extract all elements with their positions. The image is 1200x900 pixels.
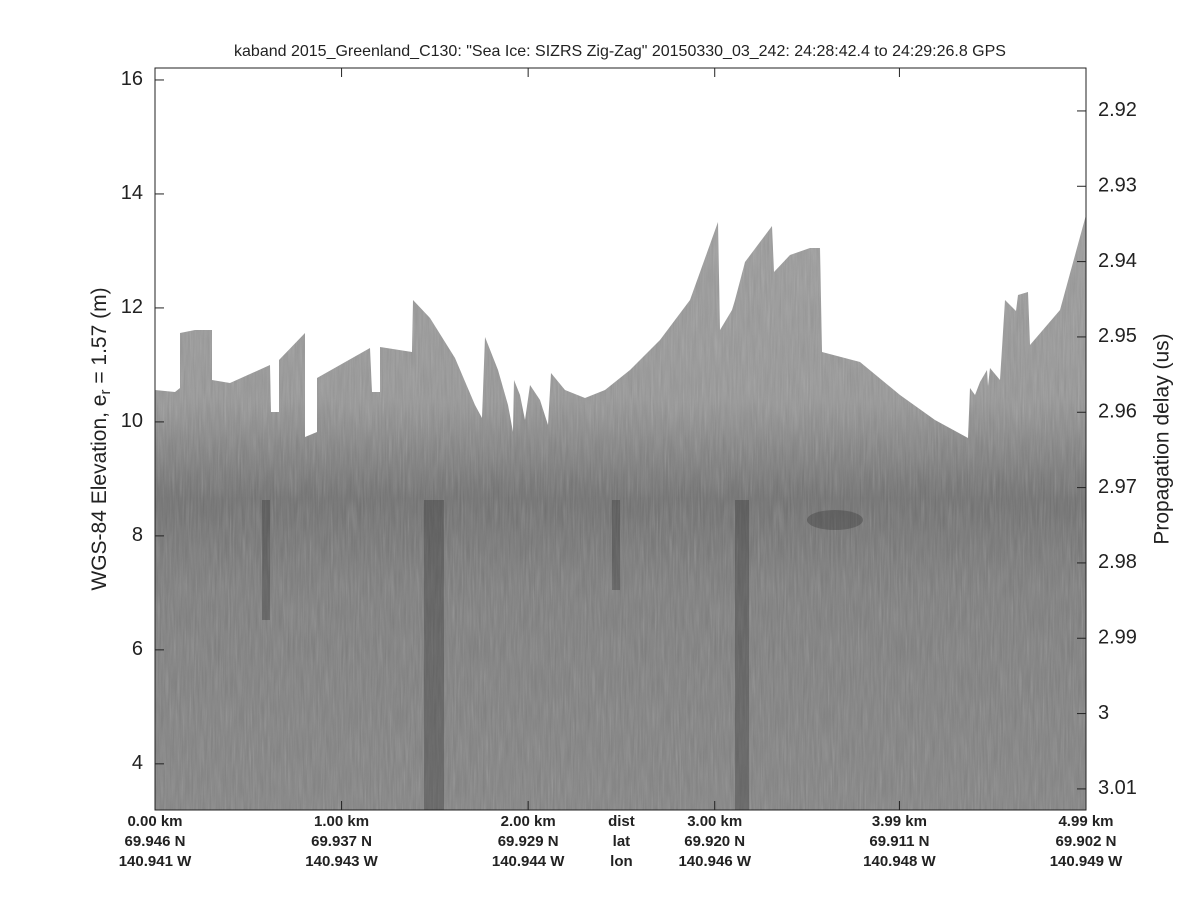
y2-tick-label: 2.99: [1098, 627, 1137, 649]
x-tick-label: 1.00 km: [314, 813, 369, 830]
x-tick-label: 3.00 km: [687, 813, 742, 830]
lat-label: 69.902 N: [1056, 833, 1117, 850]
lon-label: 140.949 W: [1050, 853, 1123, 870]
y2-axis-label: Propagation delay (us): [1151, 333, 1174, 544]
lat-label: 69.911 N: [869, 833, 929, 850]
x-tick-label: 0.00 km: [127, 813, 182, 830]
plot-frame: [154, 67, 1087, 811]
y-tick-label: 10: [121, 410, 143, 432]
lon-label: 140.941 W: [119, 853, 192, 870]
y2-tick-label: 2.98: [1098, 551, 1137, 573]
y-tick-label: 16: [121, 68, 143, 90]
row-label: dist: [608, 813, 635, 830]
y2-tick-label: 2.94: [1098, 250, 1137, 272]
y2-tick-label: 2.92: [1098, 99, 1137, 121]
y2-tick-label: 2.95: [1098, 325, 1137, 347]
y-label-subscript: r: [97, 390, 114, 395]
lon-label: 140.948 W: [863, 853, 936, 870]
y-tick-label: 14: [121, 182, 143, 204]
y-label-main: WGS-84 Elevation, e: [88, 395, 111, 591]
echogram-image: [155, 68, 1086, 810]
y-tick-label: 8: [132, 524, 143, 546]
y-tick-label: 6: [132, 638, 143, 660]
y-label-suffix: = 1.57 (m): [88, 287, 111, 389]
lon-label: 140.944 W: [492, 853, 565, 870]
lon-label: 140.946 W: [678, 853, 751, 870]
x-tick-label: 4.99 km: [1058, 813, 1113, 830]
chart-title: kaband 2015_Greenland_C130: "Sea Ice: SI…: [234, 43, 1006, 60]
x-tick-label: 2.00 km: [501, 813, 556, 830]
y-tick-label: 12: [121, 296, 143, 318]
y2-tick-label: 2.97: [1098, 476, 1137, 498]
row-label: lon: [610, 853, 633, 870]
lat-label: 69.920 N: [684, 833, 745, 850]
y2-tick-label: 3: [1098, 702, 1109, 724]
y2-tick-label: 3.01: [1098, 777, 1137, 799]
lat-label: 69.946 N: [125, 833, 186, 850]
row-label: lat: [613, 833, 631, 850]
lon-label: 140.943 W: [305, 853, 378, 870]
y2-tick-label: 2.93: [1098, 175, 1137, 197]
y-tick-label: 4: [132, 752, 143, 774]
y-axis-label: WGS-84 Elevation, er = 1.57 (m): [88, 287, 114, 590]
lat-label: 69.937 N: [311, 833, 372, 850]
x-tick-label: 3.99 km: [872, 813, 927, 830]
y2-tick-label: 2.96: [1098, 401, 1137, 423]
lat-label: 69.929 N: [498, 833, 559, 850]
